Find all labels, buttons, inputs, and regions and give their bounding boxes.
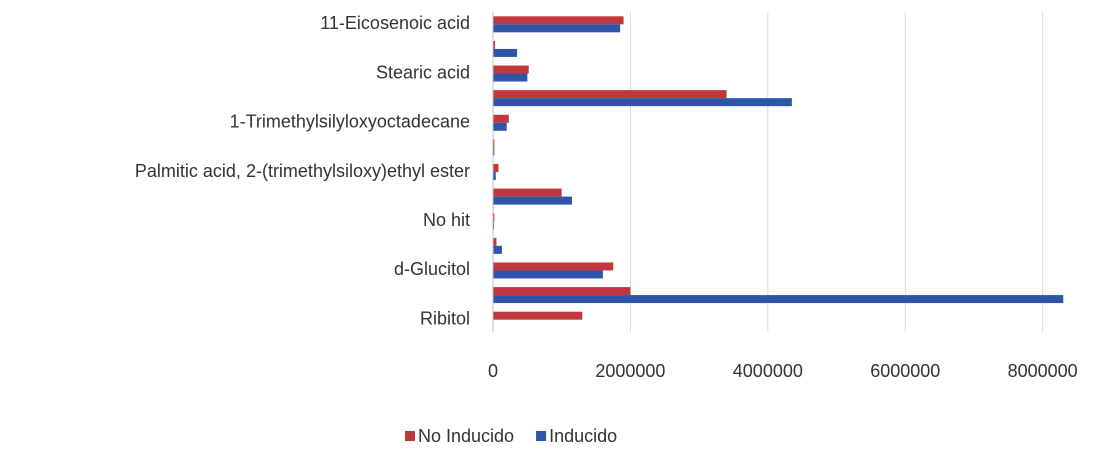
bar: [493, 73, 528, 82]
bar: [493, 114, 509, 123]
bar: [493, 213, 495, 222]
bar: [493, 245, 502, 254]
bar: [493, 16, 624, 25]
y-tick-label: 11-Eicosenoic acid: [320, 13, 470, 33]
bar: [493, 65, 529, 74]
bar: [493, 287, 631, 296]
x-tick-label: 0: [488, 361, 498, 381]
bar: [493, 270, 603, 279]
legend-label: No Inducido: [418, 426, 514, 446]
x-tick-label: 4000000: [733, 361, 803, 381]
bar: [493, 237, 497, 246]
bar: [493, 262, 614, 271]
y-tick-label: No hit: [423, 210, 470, 230]
bar: [493, 311, 583, 320]
legend-swatch: [536, 431, 547, 441]
bar: [493, 196, 573, 205]
bar: [493, 221, 495, 230]
x-tick-label: 2000000: [595, 361, 665, 381]
bar: [493, 139, 495, 148]
y-tick-label: Ribitol: [420, 308, 470, 328]
x-tick-label: 6000000: [870, 361, 940, 381]
bar: [493, 164, 499, 172]
bar: [493, 98, 792, 107]
y-tick-label: Palmitic acid, 2-(trimethylsiloxy)ethyl …: [135, 161, 470, 181]
legend-label: Inducido: [549, 426, 617, 446]
y-tick-label: Stearic acid: [376, 62, 470, 82]
bar: [493, 147, 495, 156]
bar: [493, 90, 727, 99]
y-tick-label: d-Glucitol: [394, 259, 470, 279]
bar: [493, 295, 1064, 304]
bar: [493, 24, 621, 33]
bar: [493, 188, 562, 197]
bar: [493, 40, 496, 49]
legend-swatch: [405, 431, 415, 441]
x-tick-label: 8000000: [1008, 361, 1078, 381]
bar: [493, 172, 496, 180]
y-tick-label: 1-Trimethylsilyloxyoctadecane: [230, 112, 470, 132]
bar: [493, 48, 518, 57]
bar: [493, 122, 507, 131]
